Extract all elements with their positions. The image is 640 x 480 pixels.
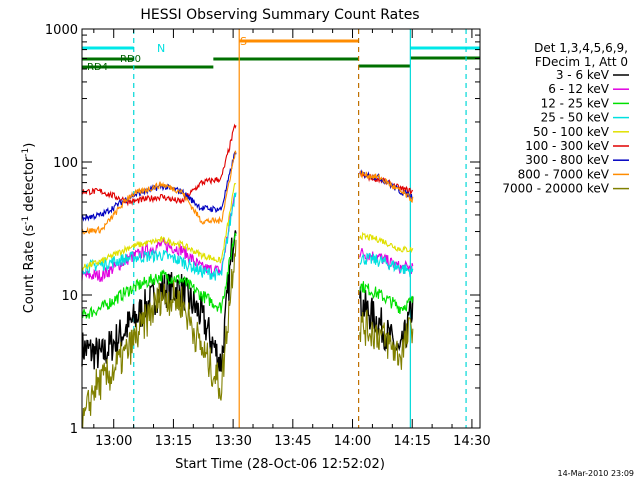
x-tick-label-4: 14:00 [334, 434, 371, 449]
series-line-0-seg-1 [359, 286, 414, 354]
series-line-4-seg-1 [359, 231, 414, 253]
x-tick-label-6: 14:30 [453, 434, 490, 449]
y-tick-label-1: 10 [61, 289, 78, 304]
annotation-rd4: RD4 [87, 62, 108, 73]
legend: Det 1,3,4,5,6,9,FDecim 1, Att 03 - 6 keV… [502, 41, 629, 196]
legend-label-4: 50 - 100 keV [533, 125, 610, 139]
y-axis-label-main: Count Rate (s [22, 225, 37, 314]
y-axis-label-sup2: -1 [21, 148, 31, 157]
legend-label-0: 3 - 6 keV [556, 68, 610, 82]
legend-header-1: FDecim 1, Att 0 [535, 55, 628, 69]
x-tick-label-5: 14:15 [393, 434, 430, 449]
plot-background [82, 29, 480, 428]
y-axis-label-mid: detector [22, 156, 37, 216]
legend-label-6: 300 - 800 keV [525, 153, 609, 167]
legend-label-2: 12 - 25 keV [541, 96, 610, 110]
x-tick-label-1: 13:15 [155, 434, 192, 449]
y-axis-label-end: ) [22, 143, 37, 148]
legend-label-5: 100 - 300 keV [525, 139, 609, 153]
legend-label-8: 7000 - 20000 keV [502, 182, 609, 196]
annotation-night: N [157, 42, 165, 55]
series-line-7-seg-0 [81, 150, 237, 235]
series-line-2-seg-1 [359, 281, 414, 314]
annotation-rd0: RD0 [120, 54, 141, 65]
annotation-saa: S [240, 35, 247, 48]
legend-label-7: 800 - 7000 keV [518, 167, 610, 181]
y-tick-label-3: 1000 [45, 23, 78, 38]
x-tick-label-2: 13:30 [214, 434, 251, 449]
series-line-5-seg-0 [81, 123, 237, 207]
footer-timestamp: 14-Mar-2010 23:09 [558, 469, 635, 478]
status-bars [82, 39, 480, 69]
plot-frame [81, 28, 481, 429]
legend-label-1: 6 - 12 keV [548, 82, 610, 96]
x-axis-label: Start Time (28-Oct-06 12:52:02) [175, 457, 385, 472]
x-tick-label-3: 13:45 [274, 434, 311, 449]
chart-title: HESSI Observing Summary Count Rates [140, 7, 419, 23]
y-axis-label-sup1: -1 [21, 216, 31, 225]
x-tick-label-0: 13:00 [95, 434, 132, 449]
plot-border [81, 28, 481, 429]
y-axis-ticks: 1 10 100 1000 [45, 23, 480, 437]
y-tick-label-0: 1 [70, 422, 78, 437]
series-group [81, 123, 414, 428]
plot-area [82, 29, 480, 428]
y-axis-label: Count Rate (s-1 detector-1) [21, 143, 37, 314]
x-axis-ticks: 13:00 13:15 13:30 13:45 14:00 14:15 14:30 [93, 29, 491, 449]
event-lines [133, 29, 467, 428]
legend-label-3: 25 - 50 keV [541, 111, 610, 125]
series-line-1-seg-0 [81, 192, 237, 283]
legend-header-0: Det 1,3,4,5,6,9, [534, 41, 628, 55]
series-line-3-seg-0 [81, 192, 237, 281]
series-line-8-seg-0 [82, 239, 237, 428]
series-line-7-seg-1 [359, 170, 414, 203]
series-line-8-seg-1 [359, 309, 414, 370]
series-line-4-seg-0 [81, 182, 237, 271]
y-tick-label-2: 100 [53, 156, 78, 171]
series-line-2-seg-0 [81, 232, 237, 320]
series-line-3-seg-1 [359, 252, 414, 278]
